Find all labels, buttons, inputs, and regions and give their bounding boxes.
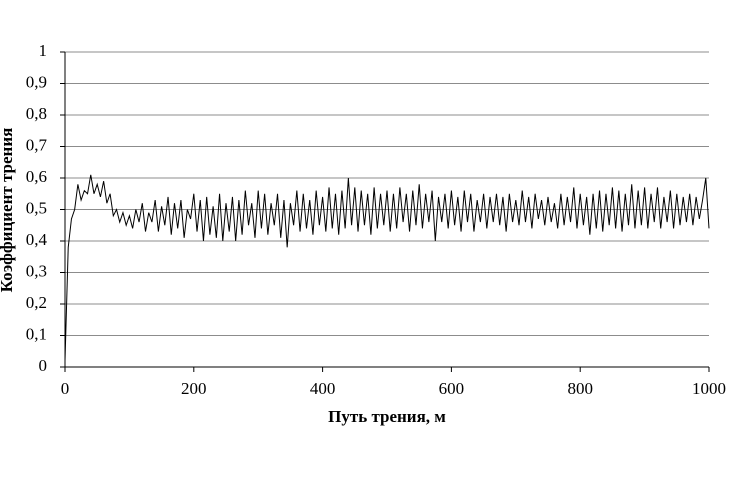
x-tick-label: 200 <box>181 379 207 398</box>
y-tick-label: 0,6 <box>26 167 47 186</box>
y-tick-label: 0,2 <box>26 293 47 312</box>
x-tick-label: 400 <box>310 379 336 398</box>
y-axis-title: Коэффициент трения <box>0 128 16 293</box>
y-tick-label: 1 <box>39 41 48 60</box>
x-tick-label: 600 <box>439 379 465 398</box>
y-tick-label: 0,4 <box>26 230 48 249</box>
y-tick-label: 0 <box>39 356 48 375</box>
y-tick-label: 0,7 <box>26 135 48 154</box>
data-line <box>64 174 710 361</box>
x-tick-label: 800 <box>567 379 593 398</box>
y-tick-label: 0,3 <box>26 261 47 280</box>
x-tick-label: 0 <box>61 379 70 398</box>
x-tick-label: 1000 <box>692 379 726 398</box>
y-tick-label: 0,1 <box>26 324 47 343</box>
y-tick-label: 0,8 <box>26 104 47 123</box>
x-axis-title: Путь трения, м <box>328 407 446 426</box>
y-tick-label: 0,5 <box>26 198 47 217</box>
y-tick-label: 0,9 <box>26 72 47 91</box>
